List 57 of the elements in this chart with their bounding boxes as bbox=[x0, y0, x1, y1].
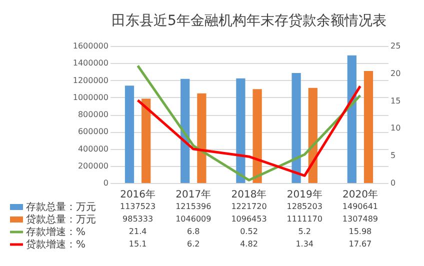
data-label: 5.2 bbox=[298, 227, 311, 236]
y-tick-label: 1000000 bbox=[72, 92, 108, 102]
data-label: 1111170 bbox=[286, 214, 322, 224]
chart-title: 田东县近5年金融机构年末存贷款余额情况表 bbox=[112, 13, 386, 29]
legend-label: 贷款总量：万元 bbox=[26, 214, 96, 226]
bar bbox=[308, 88, 318, 183]
bar bbox=[142, 98, 151, 183]
y-tick-label: 200000 bbox=[78, 161, 108, 170]
data-label: 15.98 bbox=[348, 227, 372, 236]
y2-tick-label: 0 bbox=[390, 178, 396, 188]
data-label: 1215396 bbox=[176, 202, 212, 211]
bar bbox=[292, 72, 301, 183]
y2-tick-label: 5 bbox=[390, 151, 396, 160]
data-label: 1285203 bbox=[286, 202, 322, 211]
legend-label: 存款增速：% bbox=[26, 226, 86, 238]
line-series bbox=[136, 84, 362, 177]
y-tick-label: 800000 bbox=[78, 110, 108, 119]
bar bbox=[124, 86, 134, 183]
data-label: 0.52 bbox=[240, 227, 258, 236]
legend-label: 贷款增速：% bbox=[26, 238, 86, 250]
y2-tick-label: 20 bbox=[390, 68, 401, 78]
data-label: 17.67 bbox=[348, 240, 372, 248]
data-label: 1046009 bbox=[176, 214, 212, 224]
bar bbox=[347, 55, 356, 183]
data-label: 1307489 bbox=[342, 214, 378, 224]
data-label: 1.34 bbox=[296, 240, 314, 248]
data-label: 1137523 bbox=[120, 202, 156, 211]
y-tick-label: 600000 bbox=[78, 127, 108, 136]
x-tick-label: 2020年 bbox=[342, 188, 378, 200]
data-label: 1096453 bbox=[231, 214, 267, 224]
data-label: 1221720 bbox=[231, 202, 267, 211]
data-label: 985333 bbox=[122, 214, 154, 224]
x-tick-label: 2019年 bbox=[286, 188, 322, 200]
bar bbox=[180, 78, 190, 183]
x-tick-label: 2018年 bbox=[231, 188, 267, 200]
data-label: 15.1 bbox=[128, 240, 147, 248]
bar bbox=[364, 71, 374, 183]
y2-tick-label: 15 bbox=[390, 96, 401, 106]
x-tick-label: 2017年 bbox=[176, 188, 212, 200]
data-label: 1490641 bbox=[342, 202, 378, 211]
y-tick-label: 1200000 bbox=[72, 76, 108, 85]
line-series bbox=[136, 64, 362, 182]
y-tick-label: 1400000 bbox=[72, 58, 108, 68]
data-label: 21.4 bbox=[128, 227, 147, 236]
data-label: 4.82 bbox=[240, 240, 258, 248]
y-tick-label: 400000 bbox=[78, 144, 108, 154]
bar bbox=[197, 93, 206, 183]
y2-tick-label: 25 bbox=[390, 42, 401, 50]
y-tick-label: 1600000 bbox=[72, 42, 108, 50]
bar bbox=[252, 89, 262, 183]
bar bbox=[236, 78, 246, 183]
y2-tick-label: 10 bbox=[390, 124, 401, 133]
y-tick-label: 0 bbox=[103, 178, 108, 188]
x-tick-label: 2016年 bbox=[120, 188, 156, 200]
legend-label: 存款总量：万元 bbox=[26, 201, 96, 213]
data-label: 6.2 bbox=[187, 240, 200, 248]
data-label: 6.8 bbox=[187, 227, 200, 236]
